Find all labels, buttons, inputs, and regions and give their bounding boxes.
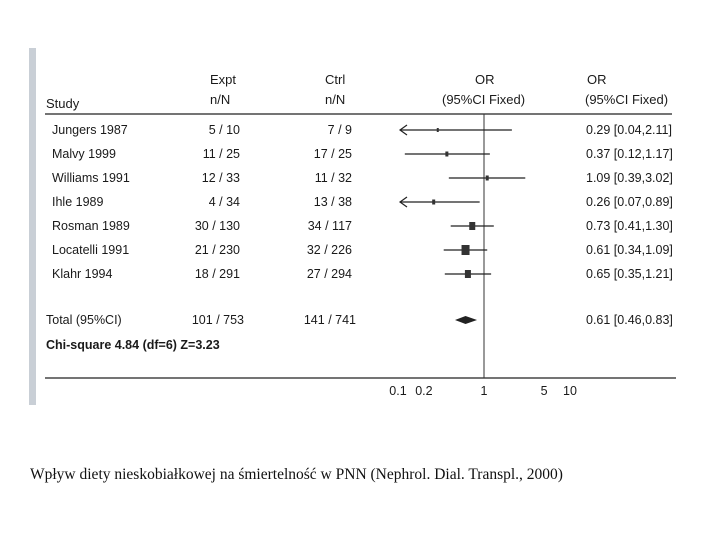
heterogeneity-stat: Chi-square 4.84 (df=6) Z=3.23 [46, 338, 220, 352]
header-expt: Expt [210, 72, 236, 87]
x-axis-ticks: 0.1 0.2 1 5 10 [389, 384, 577, 398]
header-or-value-ci: (95%CI Fixed) [585, 92, 668, 107]
table-header: Study Expt n/N Ctrl n/N OR (95%CI Fixed)… [46, 72, 668, 111]
ci-truncation-arrow [398, 196, 408, 208]
header-study: Study [46, 96, 80, 111]
study-or-text: 1.09 [0.39,3.02] [586, 171, 673, 185]
study-expt: 11 / 25 [203, 147, 240, 161]
header-or: OR [475, 72, 495, 87]
study-ctrl: 17 / 25 [314, 147, 352, 161]
point-estimate-box [464, 270, 471, 278]
header-ctrl-nn: n/N [325, 92, 345, 107]
study-row: Malvy 1999 11 / 25 17 / 25 0.37 [0.12,1.17] [52, 147, 673, 161]
study-ctrl: 27 / 294 [307, 267, 352, 281]
x-tick-label: 10 [563, 384, 577, 398]
study-or-text: 0.29 [0.04,2.11] [586, 123, 672, 137]
total-or-text: 0.61 [0.46,0.83] [586, 313, 673, 327]
x-tick-label: 5 [541, 384, 548, 398]
study-or-text: 0.73 [0.41,1.30] [586, 219, 673, 233]
study-row: Klahr 1994 18 / 291 27 / 294 0.65 [0.35,1.2… [52, 267, 673, 281]
study-name: Williams 1991 [52, 171, 130, 185]
study-expt: 5 / 10 [209, 123, 240, 137]
study-or-text: 0.37 [0.12,1.17] [586, 147, 673, 161]
point-estimate-box [445, 151, 449, 157]
point-estimate-box [461, 245, 470, 255]
study-expt: 21 / 230 [195, 243, 240, 257]
study-expt: 4 / 34 [209, 195, 240, 209]
study-expt: 18 / 291 [195, 267, 240, 281]
point-estimate-box [432, 199, 436, 205]
header-or-value: OR [587, 72, 607, 87]
study-ctrl: 34 / 117 [308, 219, 352, 233]
figure-caption: Wpływ diety nieskobiałkowej na śmierteln… [30, 466, 563, 483]
header-or-ci: (95%CI Fixed) [442, 92, 525, 107]
study-name: Klahr 1994 [52, 267, 113, 281]
study-or-text: 0.26 [0.07,0.89] [586, 195, 673, 209]
study-or-text: 0.61 [0.34,1.09] [586, 243, 673, 257]
study-or-text: 0.65 [0.35,1.21] [586, 267, 673, 281]
study-rows: Jungers 1987 5 / 10 7 / 9 0.29 [0.04,2.11] M… [46, 123, 673, 327]
study-ctrl: 11 / 32 [315, 171, 352, 185]
total-name: Total (95%CI) [46, 313, 122, 327]
study-name: Ihle 1989 [52, 195, 103, 209]
study-row: Jungers 1987 5 / 10 7 / 9 0.29 [0.04,2.11] [52, 123, 672, 137]
study-expt: 12 / 33 [202, 171, 240, 185]
scan-edge-shadow [29, 48, 36, 405]
study-row: Locatelli 1991 21 / 230 32 / 226 0.61 [0.34… [52, 243, 673, 257]
study-name: Malvy 1999 [52, 147, 116, 161]
x-tick-label: 0.2 [415, 384, 432, 398]
study-row: Williams 1991 12 / 33 11 / 32 1.09 [0.39,3.… [52, 171, 673, 185]
study-row: Rosman 1989 30 / 130 34 / 117 0.73 [0.41,1.… [52, 219, 673, 233]
ci-truncation-arrow [398, 124, 408, 136]
study-ctrl: 13 / 38 [314, 195, 352, 209]
study-name: Jungers 1987 [52, 123, 128, 137]
study-ctrl: 7 / 9 [328, 123, 352, 137]
x-tick-label: 0.1 [389, 384, 406, 398]
study-row: Ihle 1989 4 / 34 13 / 38 0.26 [0.07,0.89] [52, 195, 673, 209]
header-ctrl: Ctrl [325, 72, 345, 87]
forest-plot-figure: Study Expt n/N Ctrl n/N OR (95%CI Fixed)… [29, 48, 676, 405]
total-expt: 101 / 753 [192, 313, 244, 327]
point-estimate-box [485, 175, 489, 181]
total-row: Total (95%CI) 101 / 753 141 / 741 0.61 [0.4… [46, 313, 673, 327]
study-name: Locatelli 1991 [52, 243, 129, 257]
total-ctrl: 141 / 741 [304, 313, 356, 327]
x-tick-label: 1 [481, 384, 488, 398]
study-name: Rosman 1989 [52, 219, 130, 233]
pooled-estimate-diamond [454, 316, 478, 324]
point-estimate-box [436, 128, 439, 132]
header-expt-nn: n/N [210, 92, 230, 107]
point-estimate-box [469, 222, 476, 230]
study-ctrl: 32 / 226 [307, 243, 352, 257]
study-expt: 30 / 130 [195, 219, 240, 233]
